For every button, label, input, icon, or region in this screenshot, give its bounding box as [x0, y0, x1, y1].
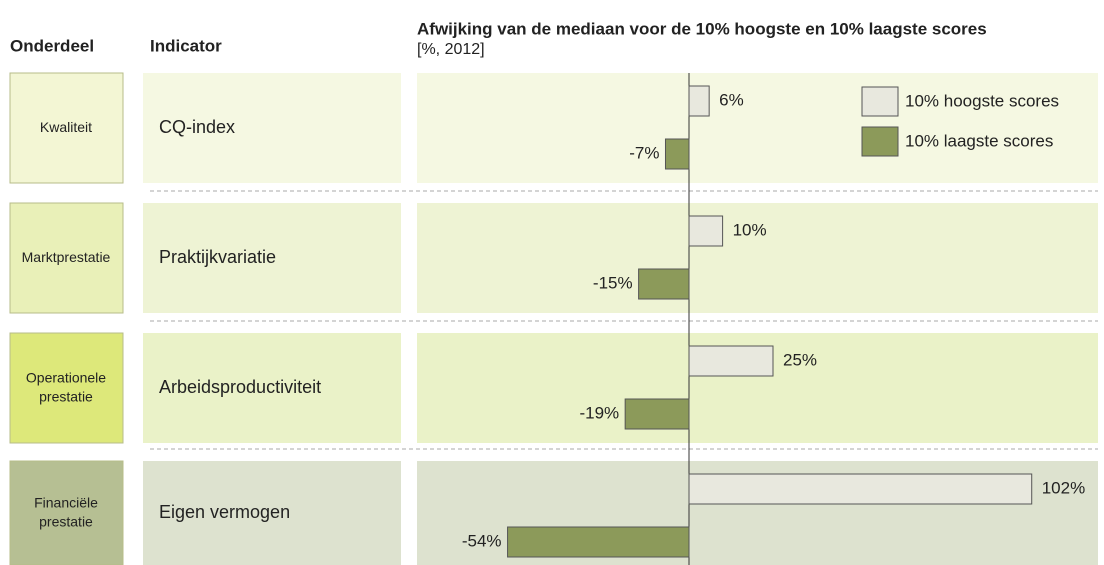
chart-panel — [417, 203, 1098, 313]
indicator-panel — [143, 461, 401, 565]
value-label: -19% — [579, 403, 619, 422]
bar — [507, 526, 690, 558]
value-label: -15% — [593, 273, 633, 292]
section-box — [9, 72, 124, 184]
section-label: Operationele prestatie — [26, 369, 106, 404]
indicator-panel — [143, 203, 401, 313]
bar — [638, 268, 690, 300]
bar — [688, 215, 724, 247]
category-label: CQ-index — [159, 117, 235, 137]
section-label: Kwaliteit — [40, 119, 92, 135]
section-box — [9, 202, 124, 314]
value-label: -54% — [462, 531, 502, 550]
legend-swatch — [861, 126, 899, 157]
category-label: Arbeidsproductiviteit — [159, 377, 321, 397]
bar — [688, 473, 1033, 505]
indicator-panel — [143, 333, 401, 443]
value-label: 102% — [1042, 478, 1085, 497]
column-header: Onderdeel — [10, 36, 94, 55]
bar — [688, 345, 774, 377]
value-label: 6% — [719, 90, 744, 109]
indicator-panel — [143, 73, 401, 183]
bar — [664, 138, 690, 170]
column-header: Indicator — [150, 36, 222, 55]
category-label: Praktijkvariatie — [159, 247, 276, 267]
legend-label: 10% hoogste scores — [905, 91, 1059, 110]
legend-label: 10% laagste scores — [905, 131, 1053, 150]
chart-panel — [417, 73, 1098, 183]
chart-subtitle: [%, 2012] — [417, 41, 485, 58]
value-label: 25% — [783, 350, 817, 369]
chart-title: Afwijking van de mediaan voor de 10% hoo… — [417, 19, 987, 38]
category-label: Eigen vermogen — [159, 502, 290, 522]
bar — [688, 85, 710, 117]
bar — [624, 398, 690, 430]
value-label: 10% — [733, 220, 767, 239]
legend-swatch — [861, 86, 899, 117]
section-box — [9, 332, 124, 444]
section-box — [9, 460, 124, 565]
section-label: Marktprestatie — [22, 249, 111, 265]
value-label: -7% — [629, 143, 659, 162]
section-label: Financiële prestatie — [34, 494, 98, 529]
